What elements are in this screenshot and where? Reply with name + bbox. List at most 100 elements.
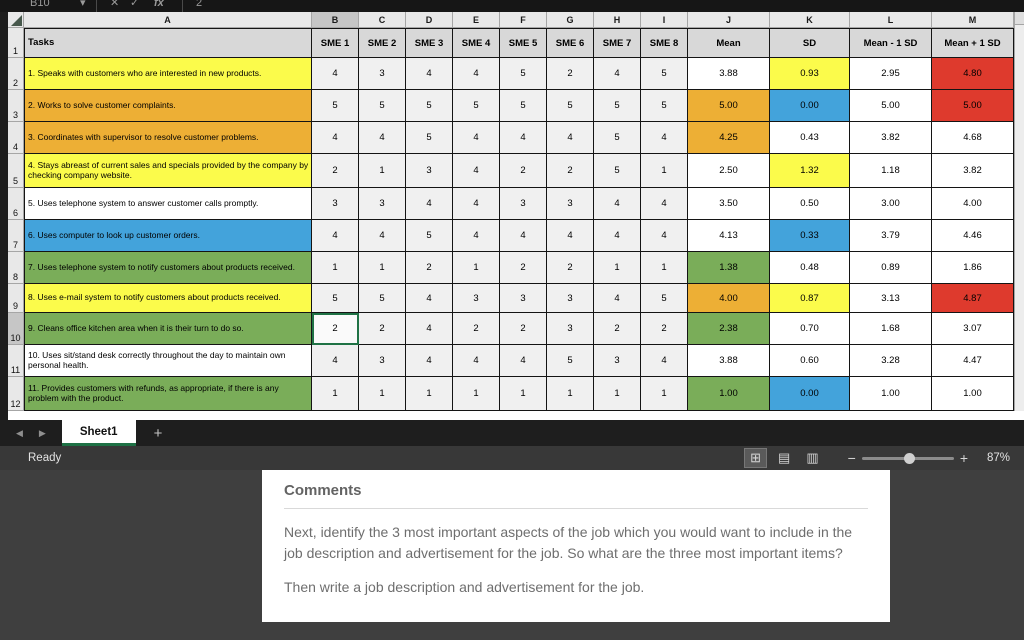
cell-sme-value[interactable]: 5 bbox=[547, 345, 594, 377]
zoom-level[interactable]: 87% bbox=[986, 452, 1010, 464]
cell-sme-value[interactable]: 5 bbox=[359, 284, 406, 313]
cell-task[interactable]: 10. Uses sit/stand desk correctly throug… bbox=[24, 345, 312, 377]
cell-sme-value[interactable]: 1 bbox=[359, 252, 406, 284]
column-header-f[interactable]: F bbox=[500, 12, 547, 28]
page-break-view-icon[interactable]: ▥ bbox=[806, 450, 819, 465]
vertical-scrollbar[interactable] bbox=[1014, 12, 1024, 411]
cell-sme-value[interactable]: 4 bbox=[406, 345, 453, 377]
row-header-11[interactable]: 11 bbox=[8, 345, 24, 377]
column-header-m[interactable]: M bbox=[932, 12, 1014, 28]
cell-sme-value[interactable]: 1 bbox=[312, 377, 359, 411]
cell-mean-minus-sd[interactable]: 3.82 bbox=[850, 122, 932, 154]
header-cell-sme-5[interactable]: SME 5 bbox=[500, 28, 547, 58]
cell-sme-value[interactable]: 4 bbox=[453, 122, 500, 154]
cell-task[interactable]: 11. Provides customers with refunds, as … bbox=[24, 377, 312, 411]
cell-mean-plus-sd[interactable]: 1.86 bbox=[932, 252, 1014, 284]
cell-mean-minus-sd[interactable]: 5.00 bbox=[850, 90, 932, 122]
row-header-9[interactable]: 9 bbox=[8, 284, 24, 313]
cell-sd[interactable]: 0.00 bbox=[770, 377, 850, 411]
name-box-caret-icon[interactable]: ▾ bbox=[80, 0, 86, 9]
cell-sme-value[interactable]: 4 bbox=[547, 122, 594, 154]
cell-sme-value[interactable]: 2 bbox=[547, 58, 594, 90]
cell-task[interactable]: 7. Uses telephone system to notify custo… bbox=[24, 252, 312, 284]
row-header-8[interactable]: 8 bbox=[8, 252, 24, 284]
formula-input[interactable]: 2 bbox=[196, 0, 203, 9]
cell-sme-value[interactable]: 3 bbox=[359, 58, 406, 90]
cell-sme-value[interactable]: 4 bbox=[359, 220, 406, 252]
cell-mean-plus-sd[interactable]: 4.47 bbox=[932, 345, 1014, 377]
header-cell-sd[interactable]: SD bbox=[770, 28, 850, 58]
cell-sme-value[interactable]: 2 bbox=[453, 313, 500, 345]
cell-sme-value[interactable]: 5 bbox=[641, 58, 688, 90]
cell-mean[interactable]: 3.50 bbox=[688, 188, 770, 220]
cell-sme-value[interactable]: 1 bbox=[312, 252, 359, 284]
cell-sme-value[interactable]: 5 bbox=[500, 90, 547, 122]
cell-sme-value[interactable]: 4 bbox=[500, 220, 547, 252]
scroll-up-button[interactable] bbox=[1015, 12, 1024, 25]
cell-sme-value[interactable]: 5 bbox=[406, 90, 453, 122]
cell-sd[interactable]: 0.93 bbox=[770, 58, 850, 90]
row-header-6[interactable]: 6 bbox=[8, 188, 24, 220]
cell-mean-plus-sd[interactable]: 4.00 bbox=[932, 188, 1014, 220]
header-cell-mean-1-sd[interactable]: Mean - 1 SD bbox=[850, 28, 932, 58]
cell-sme-value[interactable]: 3 bbox=[547, 313, 594, 345]
cell-task[interactable]: 6. Uses computer to look up customer ord… bbox=[24, 220, 312, 252]
cell-sme-value[interactable]: 4 bbox=[547, 220, 594, 252]
cell-sme-value[interactable]: 4 bbox=[406, 58, 453, 90]
cell-mean-plus-sd[interactable]: 4.80 bbox=[932, 58, 1014, 90]
cell-sme-value[interactable]: 4 bbox=[312, 345, 359, 377]
header-cell-sme-7[interactable]: SME 7 bbox=[594, 28, 641, 58]
cell-sme-value[interactable]: 4 bbox=[500, 122, 547, 154]
cell-task[interactable]: 5. Uses telephone system to answer custo… bbox=[24, 188, 312, 220]
cell-mean-plus-sd[interactable]: 5.00 bbox=[932, 90, 1014, 122]
column-header-k[interactable]: K bbox=[770, 12, 850, 28]
cell-sd[interactable]: 0.87 bbox=[770, 284, 850, 313]
cell-sme-value[interactable]: 1 bbox=[641, 377, 688, 411]
cell-sme-value[interactable]: 4 bbox=[641, 188, 688, 220]
cell-sme-value[interactable]: 5 bbox=[500, 58, 547, 90]
cell-mean[interactable]: 3.88 bbox=[688, 345, 770, 377]
cell-sme-value[interactable]: 5 bbox=[547, 90, 594, 122]
cell-sme-value[interactable]: 3 bbox=[359, 188, 406, 220]
cell-sme-value[interactable]: 1 bbox=[359, 154, 406, 188]
cell-sme-value[interactable]: 1 bbox=[453, 377, 500, 411]
column-header-j[interactable]: J bbox=[688, 12, 770, 28]
cell-sme-value[interactable]: 2 bbox=[547, 154, 594, 188]
add-sheet-button[interactable]: + bbox=[153, 424, 163, 442]
cell-sme-value[interactable]: 3 bbox=[453, 284, 500, 313]
column-header-h[interactable]: H bbox=[594, 12, 641, 28]
cell-sme-value[interactable]: 3 bbox=[359, 345, 406, 377]
cell-sme-value[interactable]: 1 bbox=[500, 377, 547, 411]
selected-cell[interactable]: 2 bbox=[312, 313, 359, 345]
cell-sme-value[interactable]: 4 bbox=[312, 58, 359, 90]
row-header-5[interactable]: 5 bbox=[8, 154, 24, 188]
zoom-slider-thumb[interactable] bbox=[903, 452, 915, 464]
header-cell-sme-1[interactable]: SME 1 bbox=[312, 28, 359, 58]
cell-sme-value[interactable]: 4 bbox=[594, 284, 641, 313]
cell-mean[interactable]: 2.50 bbox=[688, 154, 770, 188]
cell-sme-value[interactable]: 4 bbox=[594, 220, 641, 252]
cell-sd[interactable]: 0.60 bbox=[770, 345, 850, 377]
header-cell-sme-6[interactable]: SME 6 bbox=[547, 28, 594, 58]
cell-sme-value[interactable]: 4 bbox=[453, 58, 500, 90]
cell-task[interactable]: 3. Coordinates with supervisor to resolv… bbox=[24, 122, 312, 154]
cell-sd[interactable]: 0.48 bbox=[770, 252, 850, 284]
cell-sme-value[interactable]: 4 bbox=[453, 188, 500, 220]
cell-sme-value[interactable]: 5 bbox=[312, 90, 359, 122]
cell-mean-minus-sd[interactable]: 1.18 bbox=[850, 154, 932, 188]
next-sheet-icon[interactable]: ▶ bbox=[38, 427, 46, 438]
cell-mean-minus-sd[interactable]: 3.00 bbox=[850, 188, 932, 220]
cell-mean-minus-sd[interactable]: 1.00 bbox=[850, 377, 932, 411]
cell-sme-value[interactable]: 1 bbox=[641, 252, 688, 284]
header-cell-sme-8[interactable]: SME 8 bbox=[641, 28, 688, 58]
cell-sme-value[interactable]: 4 bbox=[641, 345, 688, 377]
cell-sme-value[interactable]: 1 bbox=[359, 377, 406, 411]
cell-mean[interactable]: 1.38 bbox=[688, 252, 770, 284]
cell-mean[interactable]: 1.00 bbox=[688, 377, 770, 411]
row-header-1[interactable]: 1 bbox=[8, 28, 24, 58]
cell-mean-minus-sd[interactable]: 3.79 bbox=[850, 220, 932, 252]
cell-sd[interactable]: 0.43 bbox=[770, 122, 850, 154]
cell-mean-plus-sd[interactable]: 1.00 bbox=[932, 377, 1014, 411]
cell-sme-value[interactable]: 4 bbox=[312, 220, 359, 252]
cell-mean-plus-sd[interactable]: 4.68 bbox=[932, 122, 1014, 154]
